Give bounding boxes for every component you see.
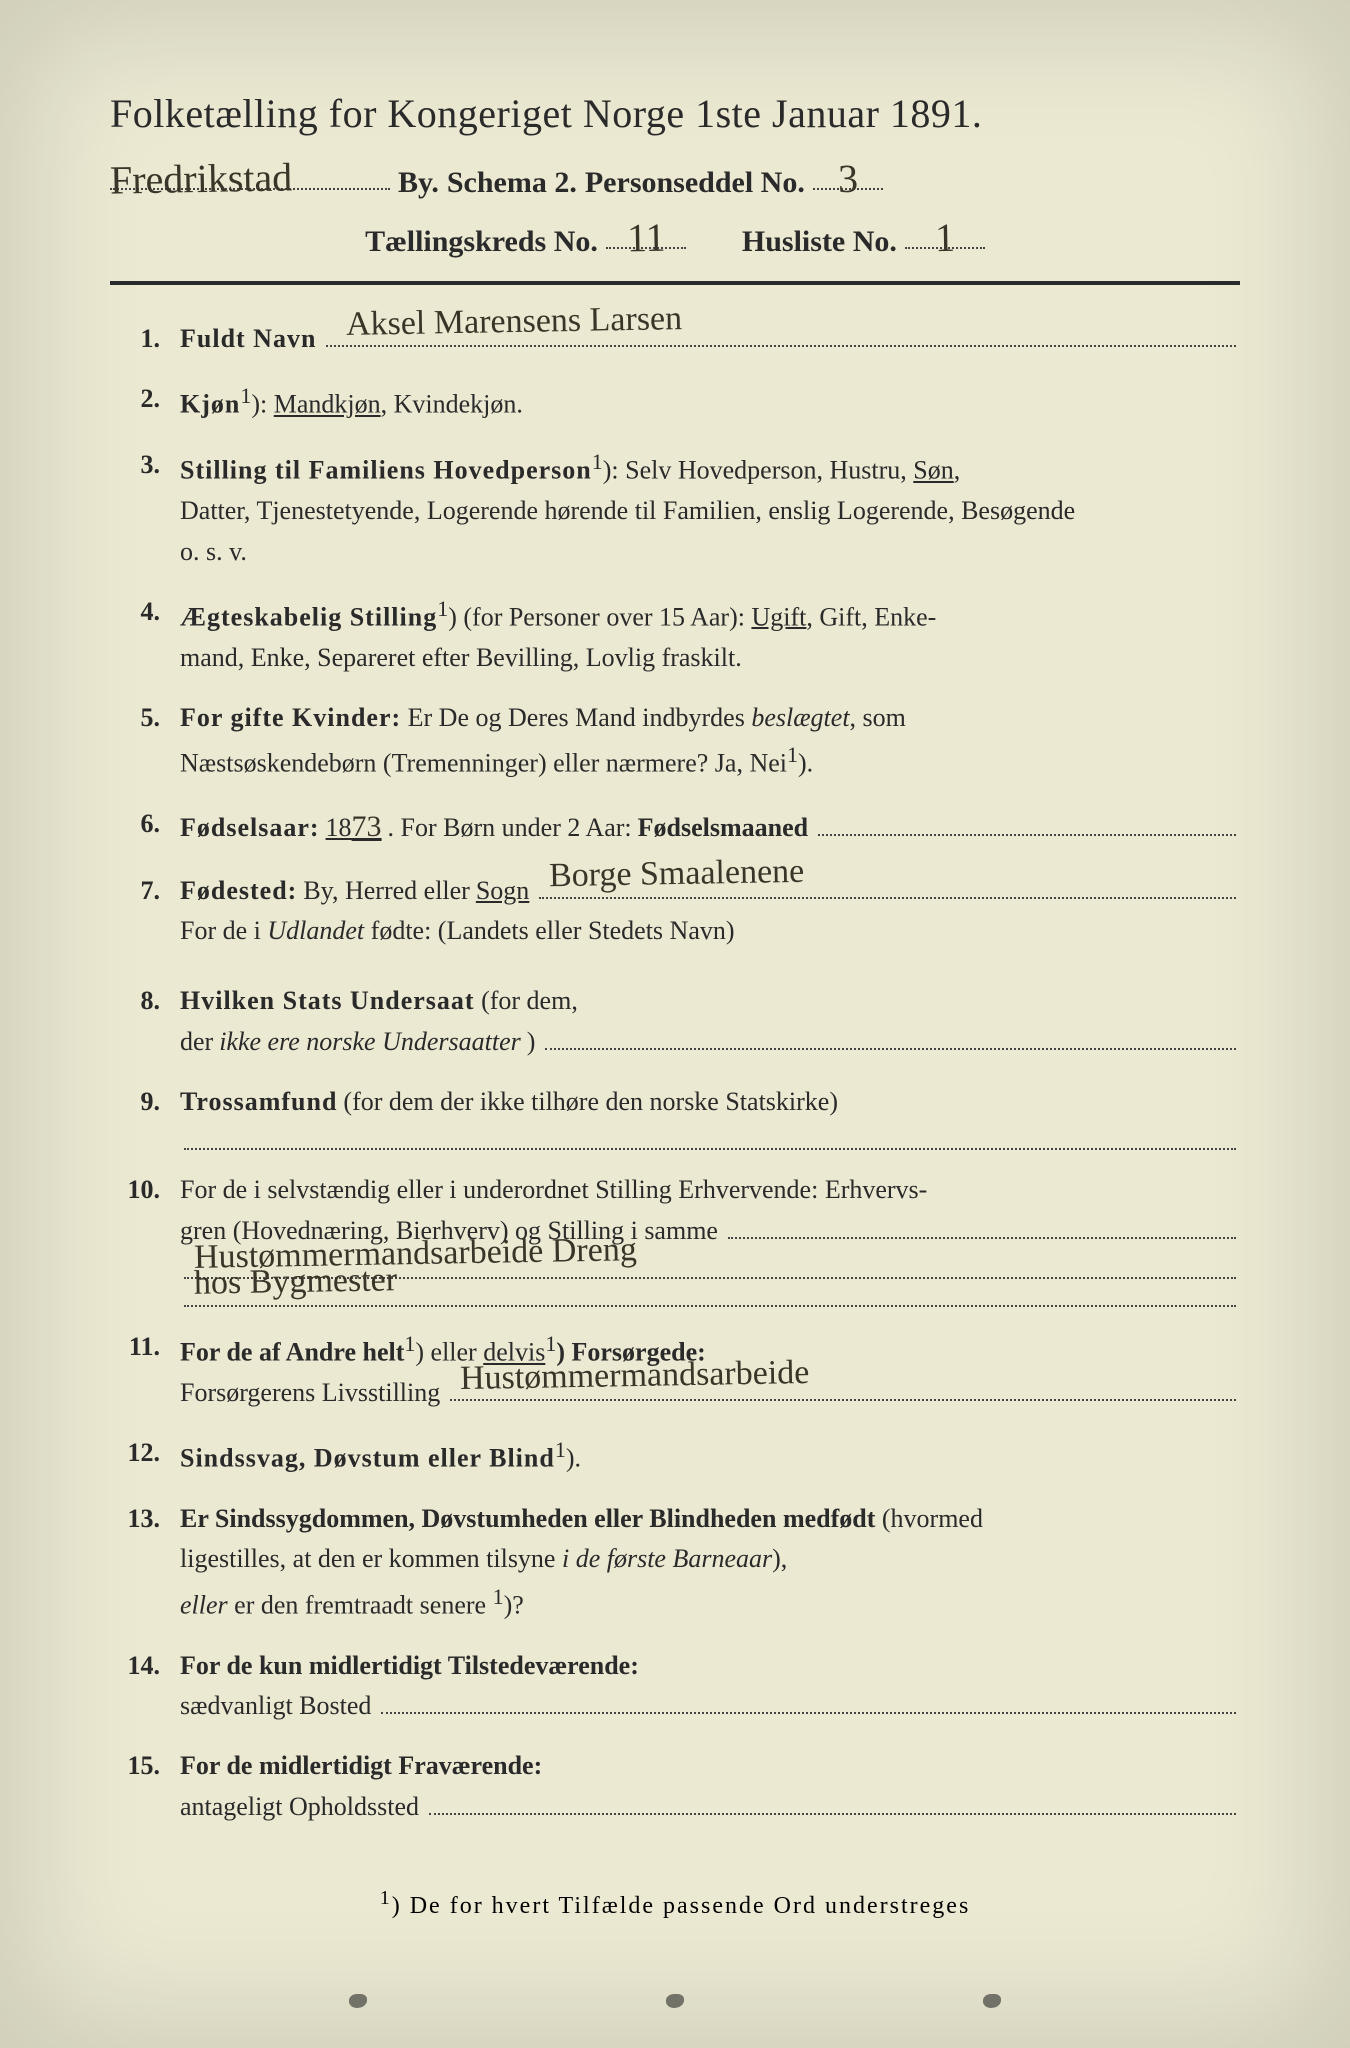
- city-handwritten: Fredrikstad: [110, 153, 293, 203]
- speck-icon: [983, 1994, 1001, 2008]
- religion-blank: [184, 1122, 1236, 1150]
- divider: [110, 281, 1240, 285]
- field-11-provider: For de af Andre helt1) eller delvis1) Fo…: [110, 1327, 1240, 1413]
- field-8-citizenship: Hvilken Stats Undersaat (for dem, der ik…: [110, 981, 1240, 1062]
- fuldt-navn-label: Fuldt Navn: [180, 319, 316, 359]
- provider-livsstilling-label: Forsørgerens Livsstilling: [180, 1373, 440, 1413]
- field-6-birthyear: Fødselsaar: 1873 . For Børn under 2 Aar:…: [110, 804, 1240, 851]
- stilling-label: Stilling til Familiens Hovedperson: [180, 456, 592, 485]
- field-list: Fuldt Navn Aksel Marensens Larsen Kjøn1)…: [110, 319, 1240, 1827]
- year-prefix: 18: [326, 808, 352, 848]
- census-form-page: Folketælling for Kongeriget Norge 1ste J…: [0, 0, 1350, 2048]
- field-7-birthplace: Fødested: By, Herred eller Sogn Borge Sm…: [110, 871, 1240, 952]
- kreds-husliste-line: Tællingskreds No. 11 Husliste No. 1: [110, 214, 1240, 259]
- field-15-temporary-absent: For de midlertidigt Fraværende: antageli…: [110, 1746, 1240, 1827]
- personseddel-label: Personseddel No.: [585, 166, 805, 200]
- by-label: By.: [398, 166, 439, 200]
- sup-1-icon: 1: [240, 383, 251, 408]
- gifte-kvinder-label: For gifte Kvinder:: [180, 703, 401, 732]
- field-1-name: Fuldt Navn Aksel Marensens Larsen: [110, 319, 1240, 359]
- field-12-disability: Sindssvag, Døvstum eller Blind1).: [110, 1433, 1240, 1479]
- personseddel-no: 3: [837, 155, 858, 202]
- fodested-label: Fødested:: [180, 871, 297, 911]
- footnote: 1) De for hvert Tilfælde passende Ord un…: [110, 1887, 1240, 1920]
- husliste-label: Husliste No.: [742, 225, 897, 259]
- ugift-underlined: Ugift: [751, 602, 806, 631]
- field-3-relation: Stilling til Familiens Hovedperson1): Se…: [110, 445, 1240, 572]
- trossamfund-label: Trossamfund: [180, 1082, 337, 1122]
- relation-line1a: Selv Hovedperson, Hustru,: [625, 456, 913, 485]
- field-10-occupation: For de i selvstændig eller i underordnet…: [110, 1170, 1240, 1307]
- son-underlined: Søn: [913, 456, 953, 485]
- aegteskab-label: Ægteskabelig Stilling: [180, 602, 437, 631]
- relation-line2: Datter, Tjenestetyende, Logerende hørend…: [180, 491, 1240, 531]
- fuldt-navn-value: Aksel Marensens Larsen: [346, 293, 683, 352]
- kreds-no: 11: [626, 214, 665, 262]
- kvindekjon: , Kvindekjøn.: [381, 390, 523, 419]
- page-specks: [0, 1994, 1350, 2008]
- occupation-line1: For de i selvstændig eller i underordnet…: [180, 1170, 1240, 1210]
- fodselsaar-label: Fødselsaar:: [180, 808, 320, 848]
- city-schema-line: Fredrikstad By. Schema 2. Personseddel N…: [110, 155, 1240, 200]
- provider-value: Hustømmermandsarbeide: [460, 1347, 810, 1406]
- husliste-no: 1: [935, 214, 956, 261]
- relation-line3: o. s. v.: [180, 532, 1240, 572]
- field-9-religion: Trossamfund (for dem der ikke tilhøre de…: [110, 1082, 1240, 1150]
- speck-icon: [349, 1994, 367, 2008]
- field-13-congenital: Er Sindssygdommen, Døvstumheden eller Bl…: [110, 1499, 1240, 1626]
- undersaat-label: Hvilken Stats Undersaat: [180, 986, 475, 1015]
- sogn-underlined: Sogn: [476, 871, 529, 911]
- speck-icon: [666, 1994, 684, 2008]
- field-2-sex: Kjøn1): Mandkjøn, Kvindekjøn.: [110, 379, 1240, 425]
- field-5-married-women: For gifte Kvinder: Er De og Deres Mand i…: [110, 698, 1240, 784]
- main-title: Folketælling for Kongeriget Norge 1ste J…: [110, 90, 1240, 137]
- fodselsmaaned-label: Fødselsmaaned: [638, 808, 808, 848]
- field-14-temporary-present: For de kun midlertidigt Tilstedeværende:…: [110, 1646, 1240, 1727]
- marital-line2: mand, Enke, Separeret efter Bevilling, L…: [180, 638, 1240, 678]
- year-handwritten: 73: [352, 804, 382, 851]
- schema-label: Schema 2.: [447, 166, 577, 200]
- birthplace-value: Borge Smaalenene: [549, 846, 805, 903]
- field-4-marital: Ægteskabelig Stilling1) (for Personer ov…: [110, 592, 1240, 678]
- mandkjon: Mandkjøn: [274, 390, 381, 419]
- occupation-value2: hos Bygmester: [194, 1254, 398, 1310]
- kreds-label: Tællingskreds No.: [365, 225, 598, 259]
- kjon-label: Kjøn: [180, 390, 240, 419]
